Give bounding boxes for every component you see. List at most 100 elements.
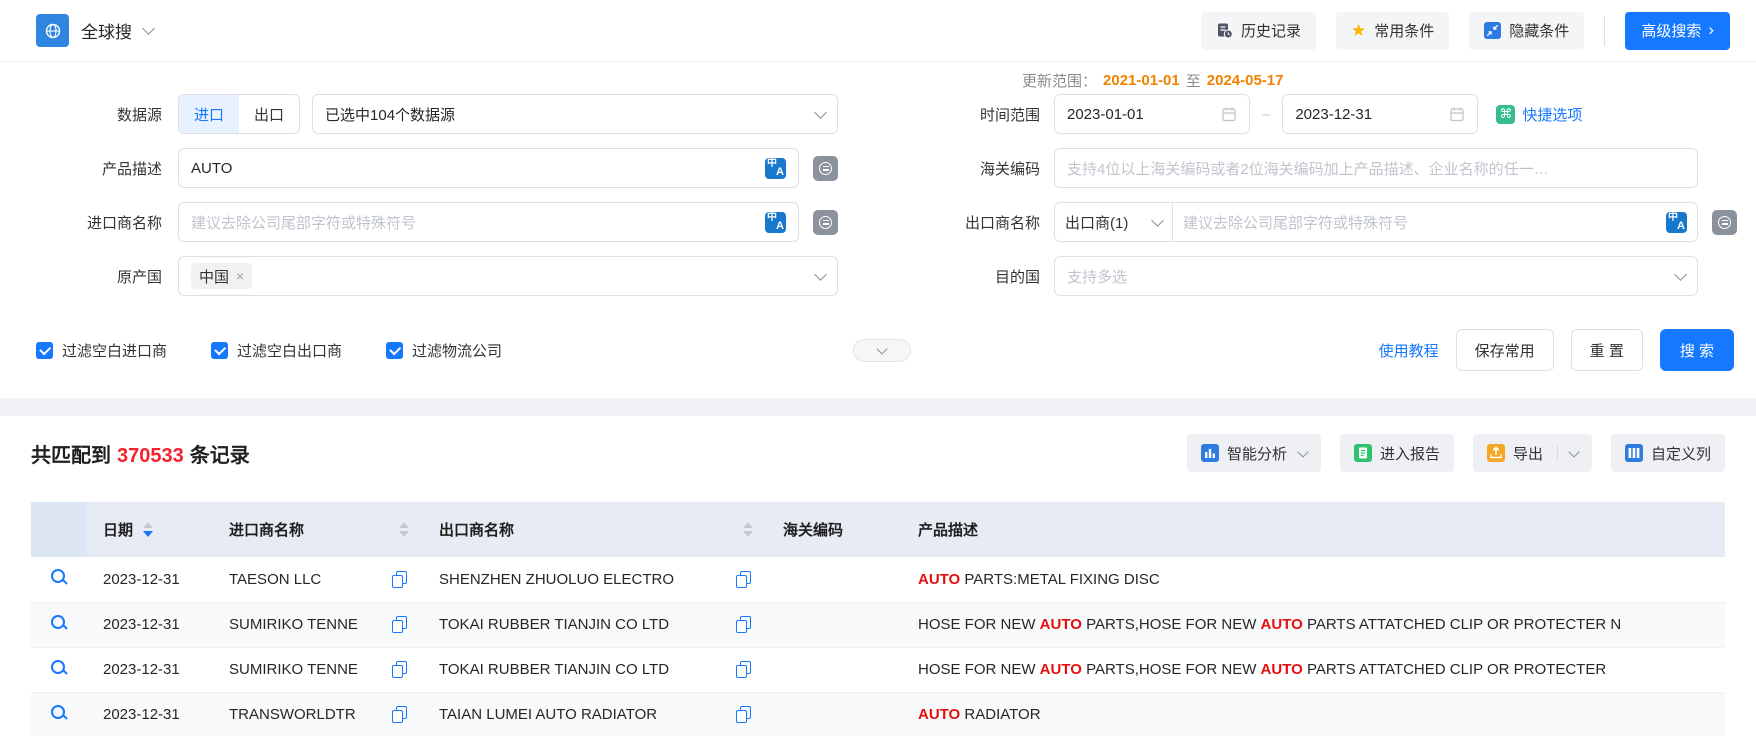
end-date-value: 2023-12-31: [1295, 105, 1373, 123]
product-desc-cell: AUTO RADIATOR: [902, 692, 1725, 736]
chart-icon: [1200, 444, 1219, 462]
exporter-name: TOKAI RUBBER TIANJIN CO LTD: [439, 616, 670, 633]
exporter-cell: TOKAI RUBBER TIANJIN CO LTD: [423, 602, 767, 648]
calendar-icon: [1450, 107, 1464, 122]
app-title: 全球搜: [81, 23, 132, 42]
enter-report-button[interactable]: 进入报告: [1339, 434, 1454, 472]
importer-cell: SUMIRIKO TENNE: [213, 647, 423, 693]
keyword-highlight: AUTO: [1039, 616, 1082, 633]
hs-code-cell: [767, 647, 902, 693]
export-tab[interactable]: 出口: [239, 95, 300, 133]
country-tag-label: 中国: [199, 268, 230, 286]
export-button[interactable]: 导出: [1472, 434, 1592, 472]
update-range: 更新范围： 2021-01-01 至 2024-05-17: [1022, 70, 1284, 91]
update-range-label: 更新范围：: [1022, 73, 1098, 90]
filter-blank-importer-label: 过滤空白进口商: [62, 342, 168, 360]
remove-tag-icon[interactable]: ×: [236, 268, 245, 284]
filter-blank-importer-checkbox[interactable]: 过滤空白进口商: [36, 340, 167, 361]
app-switch-chevron-icon[interactable]: [142, 22, 155, 35]
exporter-cell: TOKAI RUBBER TIANJIN CO LTD: [423, 647, 767, 693]
row-detail-cell: [31, 692, 87, 736]
export-label: 导出: [1512, 445, 1543, 463]
origin-country-select[interactable]: 中国 ×: [178, 256, 838, 296]
expand-conditions-button[interactable]: [853, 338, 912, 362]
copy-icon[interactable]: [735, 661, 751, 678]
summary-suffix: 条记录: [189, 444, 250, 467]
enter-report-label: 进入报告: [1379, 445, 1440, 463]
chevron-down-icon: [814, 105, 827, 119]
desc-text: HOSE FOR NEW: [918, 661, 1040, 678]
data-source-value: 已选中104个数据源: [325, 106, 456, 124]
custom-columns-button[interactable]: 自定义列: [1610, 434, 1725, 472]
copy-icon[interactable]: [735, 706, 751, 723]
hide-conditions-button[interactable]: 隐藏条件: [1469, 11, 1585, 50]
importer-name: SUMIRIKO TENNE: [229, 661, 358, 678]
results-table: 日期 进口商名称 出口商名称 海关编码 产品描述 2023-12-31 TAESO…: [31, 502, 1725, 736]
results-toolbar: 智能分析 进入报告 导出: [1186, 434, 1725, 472]
match-mode-icon[interactable]: [813, 209, 838, 235]
topbar-divider: [1604, 15, 1606, 46]
filter-logistics-label: 过滤物流公司: [412, 342, 503, 360]
header-importer: 进口商名称: [213, 502, 423, 557]
exporter-cell: TAIAN LUMEI AUTO RADIATOR: [423, 692, 767, 736]
save-common-button[interactable]: 保存常用: [1455, 329, 1554, 371]
copy-icon[interactable]: [391, 706, 407, 723]
origin-country-label: 原产国: [116, 268, 162, 286]
copy-icon[interactable]: [391, 661, 407, 678]
chevron-down-icon: [1568, 445, 1580, 458]
sort-exporter-control[interactable]: [743, 522, 753, 537]
sort-importer-control[interactable]: [399, 522, 409, 537]
reset-button[interactable]: 重 置: [1570, 329, 1643, 371]
row-search-icon[interactable]: [50, 704, 68, 722]
importer-name: TRANSWORLDTR: [229, 706, 356, 723]
hs-code-placeholder: 支持4位以上海关编码或者2位海关编码加上产品描述、企业名称的任一…: [1067, 160, 1549, 178]
importer-name: TAESON LLC: [229, 570, 322, 588]
copy-icon[interactable]: [735, 570, 751, 588]
update-range-from: 2021-01-01: [1103, 72, 1180, 89]
tutorial-link[interactable]: 使用教程: [1378, 342, 1439, 360]
match-mode-icon[interactable]: [1712, 209, 1737, 235]
search-button[interactable]: 搜 索: [1659, 329, 1734, 371]
sort-date-control[interactable]: [143, 522, 154, 537]
hs-code-input[interactable]: 支持4位以上海关编码或者2位海关编码加上产品描述、企业名称的任一…: [1054, 148, 1698, 188]
columns-icon: [1624, 444, 1643, 462]
table-row: 2023-12-31 SUMIRIKO TENNE TOKAI RUBBER TIA…: [31, 647, 1725, 693]
history-button[interactable]: 历史记录: [1201, 11, 1317, 50]
copy-icon[interactable]: [735, 616, 751, 633]
advanced-search-button[interactable]: 高级搜索 ›: [1625, 11, 1730, 50]
smart-analysis-button[interactable]: 智能分析: [1186, 434, 1321, 472]
keyword-highlight: AUTO: [918, 570, 961, 588]
quick-options-button[interactable]: ⌘ 快捷选项: [1496, 104, 1582, 125]
exporter-type-select[interactable]: 出口商(1): [1055, 203, 1173, 241]
filter-logistics-checkbox[interactable]: 过滤物流公司: [386, 340, 502, 361]
row-search-icon[interactable]: [50, 614, 68, 632]
data-source-select[interactable]: 已选中104个数据源: [312, 94, 838, 134]
hs-code-cell: [767, 557, 902, 603]
star-icon: ★: [1351, 21, 1367, 40]
import-export-toggle: 进口 出口: [178, 94, 301, 134]
destination-select[interactable]: 支持多选: [1054, 256, 1698, 296]
filter-blank-exporter-checkbox[interactable]: 过滤空白出口商: [211, 340, 342, 361]
end-date-input[interactable]: 2023-12-31: [1282, 94, 1479, 134]
custom-columns-label: 自定义列: [1650, 445, 1711, 463]
header-exporter: 出口商名称: [423, 502, 767, 557]
table-row: 2023-12-31 SUMIRIKO TENNE TOKAI RUBBER TIA…: [31, 602, 1725, 648]
copy-icon[interactable]: [391, 570, 407, 588]
import-tab[interactable]: 进口: [179, 95, 240, 133]
favorites-button[interactable]: ★ 常用条件: [1336, 11, 1450, 50]
match-mode-icon[interactable]: [813, 155, 838, 181]
collapse-icon: [1484, 22, 1502, 39]
row-search-icon[interactable]: [50, 659, 68, 677]
copy-icon[interactable]: [391, 616, 407, 633]
row-search-icon[interactable]: [50, 568, 68, 586]
search-panel: 更新范围： 2021-01-01 至 2024-05-17 数据源 进口 出口 …: [0, 62, 1756, 398]
importer-cell: TRANSWORLDTR: [213, 692, 423, 736]
results-summary: 共匹配到 370533 条记录: [31, 439, 250, 468]
start-date-input[interactable]: 2023-01-01: [1054, 94, 1250, 134]
importer-placeholder: 建议去除公司尾部字符或特殊符号: [191, 214, 417, 232]
